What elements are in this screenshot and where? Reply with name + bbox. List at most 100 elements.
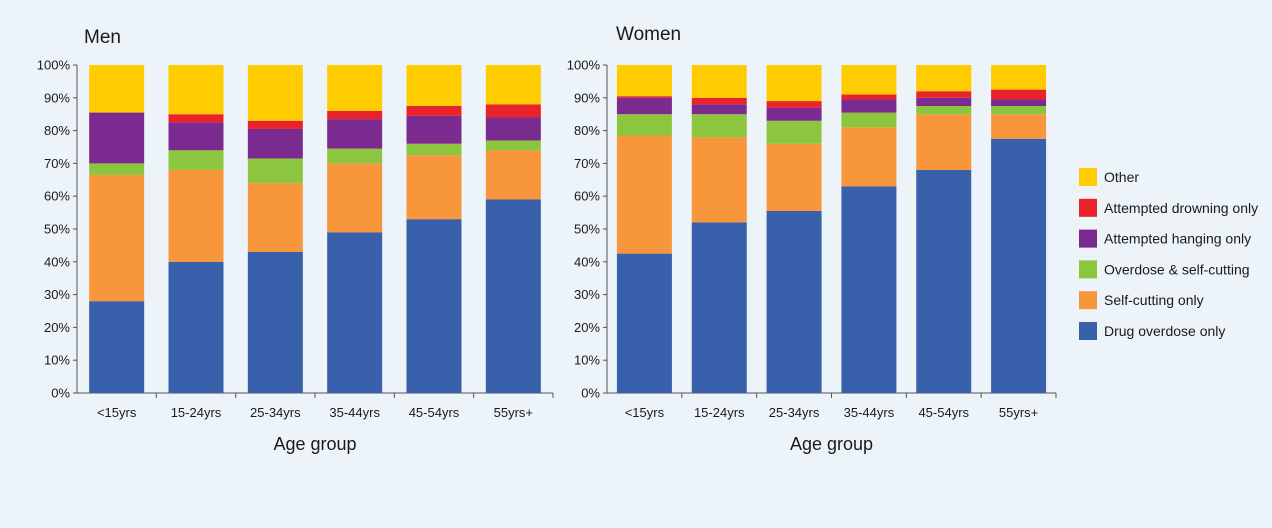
chart-panel-1: Women 0% 10% 20% 30% 40% 50% 60% 70% 80% 90% 100% <1… [567,24,1057,454]
bar-segment [916,97,972,106]
bar-segment [327,119,383,149]
y-tick-label: 70% [44,156,70,171]
bar-segment [485,140,541,151]
bar-segment [991,65,1047,90]
bar-segment [89,301,145,393]
bar-segment [327,232,383,393]
x-tick-label: 25-34yrs [769,405,820,420]
x-axis-title: Age group [790,434,873,454]
bar-segment [991,114,1047,139]
bar-segment [168,169,224,262]
bar-segment [168,122,224,151]
x-tick-label: 45-54yrs [409,405,460,420]
chart-panel-0: Men 0% 10% 20% 30% 40% 50% 60% 70% 80% 90% 100% <15y… [37,27,554,454]
bar-segment [247,128,303,159]
bar-segment [168,261,224,393]
bar-segment [766,107,822,121]
bar-segment [991,89,1047,100]
legend: Other Attempted drowning only Attempted ha… [1079,168,1258,340]
bar-segment [485,150,541,200]
legend-label: Attempted drowning only [1104,200,1258,216]
bar-segment [485,104,541,118]
bar-segment [406,143,462,156]
bar-segment [89,174,145,302]
y-tick-label: 80% [44,123,70,138]
legend-label: Overdose & self-cutting [1104,261,1250,277]
bar-segment [168,114,224,123]
x-tick-label: 15-24yrs [171,405,222,420]
y-tick-label: 70% [574,156,600,171]
bar-segment [168,65,224,115]
bar-segment [247,183,303,252]
bar-segment [616,97,672,115]
bar-segment [916,91,972,98]
bar-segment [766,210,822,393]
legend-swatch [1079,260,1097,279]
bar-segment [89,112,145,164]
bar-segment [406,106,462,116]
bar-segment [406,219,462,393]
bar-segment [247,158,303,184]
bar-segment [916,65,972,92]
y-tick-label: 50% [574,222,600,237]
bar-segment [616,135,672,254]
bar-segment [916,114,972,170]
bar-segment [691,114,747,138]
y-tick-label: 40% [574,254,600,269]
x-tick-label: <15yrs [97,405,137,420]
y-tick-label: 40% [44,254,70,269]
x-tick-label: 55yrs+ [494,405,533,420]
y-tick-label: 10% [574,353,600,368]
bar-segment [691,137,747,223]
bar-segment [766,120,822,144]
bar-segment [406,155,462,220]
bar-segment [916,106,972,115]
bar-segment [841,186,897,393]
bar-segment [168,150,224,170]
bar-segment [841,94,897,100]
bar-segment [691,97,747,105]
bar-segment [766,143,822,211]
bar-segment [89,65,145,113]
y-tick-label: 50% [44,222,70,237]
legend-swatch [1079,291,1097,310]
bar-segment [841,127,897,187]
bar-segment [327,65,383,111]
legend-swatch [1079,168,1097,186]
bar-segment [691,222,747,393]
bar-segment [691,104,747,115]
legend-label: Drug overdose only [1104,323,1225,339]
bar-segment [841,99,897,113]
x-tick-label: 25-34yrs [250,405,301,420]
y-tick-label: 80% [574,123,600,138]
y-tick-label: 0% [51,386,70,401]
bar-segment [991,99,1047,106]
bar-segment [406,115,462,144]
bar-segment [616,253,672,393]
x-tick-label: 35-44yrs [844,405,895,420]
x-tick-label: 15-24yrs [694,405,745,420]
y-tick-label: 90% [574,90,600,105]
bar-segment [916,169,972,393]
bar-segment [327,163,383,233]
y-tick-label: 90% [44,90,70,105]
x-tick-label: 45-54yrs [918,405,969,420]
y-tick-label: 10% [44,353,70,368]
legend-swatch [1079,229,1097,248]
panel-title: Men [84,27,121,48]
bar-segment [841,112,897,128]
x-tick-label: 35-44yrs [329,405,380,420]
x-tick-label: <15yrs [625,405,665,420]
bar-segment [616,65,672,97]
bar-segment [485,65,541,105]
y-tick-label: 60% [44,189,70,204]
bar-segment [247,65,303,121]
bar-segment [327,110,383,120]
y-tick-label: 20% [44,320,70,335]
legend-label: Other [1104,169,1139,185]
bar-segment [485,117,541,141]
y-tick-label: 30% [574,287,600,302]
bar-segment [485,199,541,393]
